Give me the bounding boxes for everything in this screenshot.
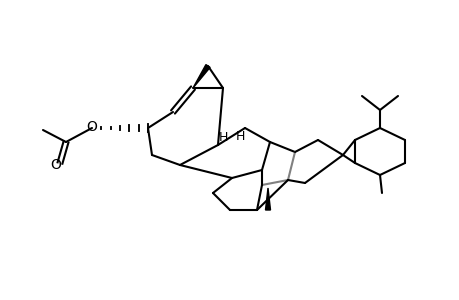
Polygon shape xyxy=(265,188,270,210)
Polygon shape xyxy=(193,64,210,88)
Text: H: H xyxy=(218,130,227,143)
Text: O: O xyxy=(86,120,97,134)
Text: H: H xyxy=(235,130,244,142)
Text: O: O xyxy=(50,158,62,172)
